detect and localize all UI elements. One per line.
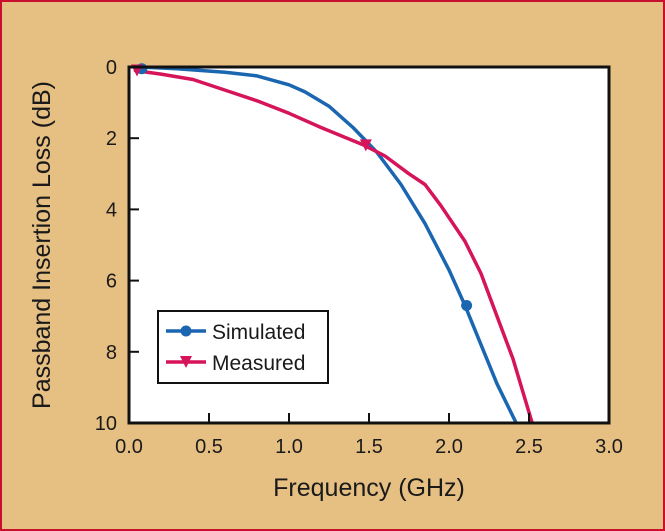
y-tick-label: 4	[106, 199, 117, 221]
x-tick-label: 1.0	[275, 436, 303, 458]
x-tick-label: 0.0	[115, 436, 143, 458]
legend-marker-simulated	[180, 325, 192, 337]
x-tick-label: 2.5	[515, 436, 543, 458]
data-point-measured	[359, 139, 372, 152]
x-tick-label: 1.5	[355, 436, 383, 458]
x-tick-label: 0.5	[195, 436, 223, 458]
x-tick-label: 3.0	[595, 436, 623, 458]
y-tick-label: 6	[106, 271, 117, 293]
data-point-simulated	[461, 300, 473, 312]
series-line-measured	[133, 68, 534, 423]
legend: Simulated Measured	[157, 310, 329, 384]
legend-box	[157, 310, 329, 384]
x-tick-label: 2.0	[435, 436, 463, 458]
y-tick-label: 2	[106, 128, 117, 150]
y-axis-label: Passband Insertion Loss (dB)	[28, 81, 56, 409]
y-tick-label: 8	[106, 342, 117, 364]
legend-marker-measured	[180, 356, 192, 368]
x-axis-label: Frequency (GHz)	[273, 474, 465, 502]
y-tick-label: 10	[95, 413, 117, 435]
legend-label-measured: Measured	[212, 352, 305, 375]
y-tick-label: 0	[106, 57, 117, 79]
legend-label-simulated: Simulated	[212, 321, 305, 344]
